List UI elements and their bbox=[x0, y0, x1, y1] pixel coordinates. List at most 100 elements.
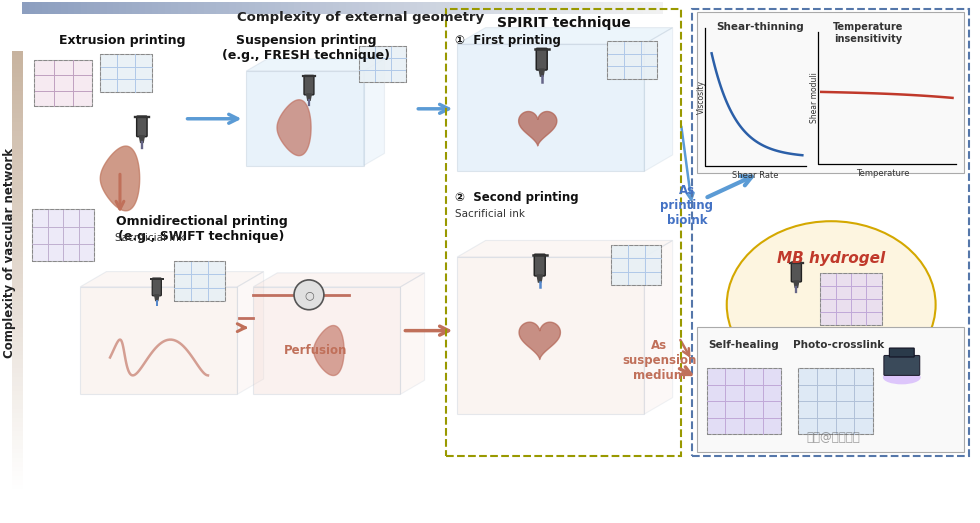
Bar bbox=[12, 127, 24, 131]
Bar bbox=[572, 3, 578, 14]
Bar bbox=[12, 471, 24, 476]
Bar bbox=[12, 140, 24, 145]
Circle shape bbox=[294, 280, 323, 310]
Bar bbox=[520, 3, 527, 14]
Polygon shape bbox=[80, 271, 264, 287]
Bar bbox=[378, 3, 384, 14]
FancyBboxPatch shape bbox=[136, 116, 147, 137]
Text: Shear moduli: Shear moduli bbox=[809, 73, 818, 123]
Bar bbox=[12, 55, 24, 60]
Bar bbox=[94, 3, 100, 14]
Bar bbox=[371, 3, 378, 14]
Bar bbox=[12, 279, 24, 283]
Bar bbox=[12, 418, 24, 422]
Bar bbox=[12, 207, 24, 212]
Bar bbox=[12, 413, 24, 418]
Bar bbox=[294, 3, 301, 14]
Text: Complexity of vascular network: Complexity of vascular network bbox=[3, 148, 16, 358]
Bar bbox=[12, 243, 24, 247]
Bar bbox=[269, 3, 274, 14]
Bar bbox=[12, 212, 24, 216]
Polygon shape bbox=[519, 322, 561, 360]
Bar bbox=[12, 91, 24, 95]
Bar bbox=[12, 82, 24, 86]
Bar bbox=[274, 3, 281, 14]
Bar bbox=[242, 3, 249, 14]
Polygon shape bbox=[246, 59, 384, 71]
Bar bbox=[12, 163, 24, 167]
Bar bbox=[12, 100, 24, 105]
Text: Suspension printing
(e.g., FRESH technique): Suspension printing (e.g., FRESH techniq… bbox=[222, 34, 390, 62]
Bar bbox=[605, 3, 611, 14]
Bar bbox=[12, 467, 24, 471]
Bar bbox=[12, 131, 24, 135]
Bar bbox=[68, 3, 74, 14]
Bar bbox=[333, 3, 339, 14]
Bar bbox=[468, 3, 475, 14]
Text: As
printing
bioink: As printing bioink bbox=[661, 184, 713, 227]
Bar bbox=[132, 3, 139, 14]
Bar bbox=[12, 404, 24, 408]
Bar bbox=[12, 480, 24, 485]
Bar bbox=[12, 324, 24, 328]
Bar bbox=[553, 3, 560, 14]
Bar bbox=[48, 3, 55, 14]
Bar bbox=[12, 436, 24, 440]
Ellipse shape bbox=[727, 221, 936, 388]
Bar bbox=[12, 485, 24, 490]
Polygon shape bbox=[458, 28, 672, 44]
Bar bbox=[12, 238, 24, 243]
Bar bbox=[204, 3, 210, 14]
Bar bbox=[12, 350, 24, 355]
Polygon shape bbox=[277, 100, 311, 156]
Bar bbox=[12, 427, 24, 431]
Bar bbox=[540, 3, 546, 14]
Bar bbox=[12, 51, 24, 55]
Bar bbox=[643, 3, 650, 14]
FancyBboxPatch shape bbox=[799, 368, 873, 434]
Bar bbox=[650, 3, 657, 14]
Bar bbox=[12, 476, 24, 480]
FancyBboxPatch shape bbox=[820, 273, 882, 325]
Polygon shape bbox=[644, 28, 672, 172]
Bar bbox=[12, 118, 24, 122]
Polygon shape bbox=[80, 287, 237, 394]
Bar bbox=[12, 355, 24, 359]
Text: As
suspension
medium: As suspension medium bbox=[622, 339, 696, 382]
Bar bbox=[12, 342, 24, 346]
Bar bbox=[359, 3, 366, 14]
Bar bbox=[12, 310, 24, 315]
Bar bbox=[197, 3, 204, 14]
Bar bbox=[366, 3, 371, 14]
Bar bbox=[113, 3, 120, 14]
Text: Shear-thinning: Shear-thinning bbox=[716, 22, 805, 32]
Bar bbox=[12, 158, 24, 163]
Bar bbox=[12, 172, 24, 176]
Bar bbox=[12, 216, 24, 221]
Bar bbox=[488, 3, 495, 14]
Bar bbox=[12, 490, 24, 494]
Bar bbox=[12, 462, 24, 467]
Bar bbox=[12, 449, 24, 453]
Bar bbox=[617, 3, 624, 14]
Polygon shape bbox=[253, 273, 424, 287]
Bar bbox=[120, 3, 126, 14]
Bar bbox=[12, 297, 24, 301]
Polygon shape bbox=[644, 241, 672, 414]
Bar bbox=[222, 3, 229, 14]
Bar bbox=[319, 3, 326, 14]
Bar bbox=[12, 422, 24, 427]
Bar bbox=[12, 189, 24, 194]
FancyBboxPatch shape bbox=[612, 245, 662, 285]
Bar bbox=[12, 203, 24, 207]
FancyBboxPatch shape bbox=[536, 48, 547, 70]
Bar bbox=[12, 167, 24, 172]
Bar bbox=[436, 3, 443, 14]
Bar bbox=[352, 3, 359, 14]
Bar bbox=[159, 3, 165, 14]
Polygon shape bbox=[237, 271, 264, 394]
FancyBboxPatch shape bbox=[697, 327, 964, 452]
Bar bbox=[12, 373, 24, 378]
Ellipse shape bbox=[883, 370, 920, 384]
Bar bbox=[190, 3, 197, 14]
